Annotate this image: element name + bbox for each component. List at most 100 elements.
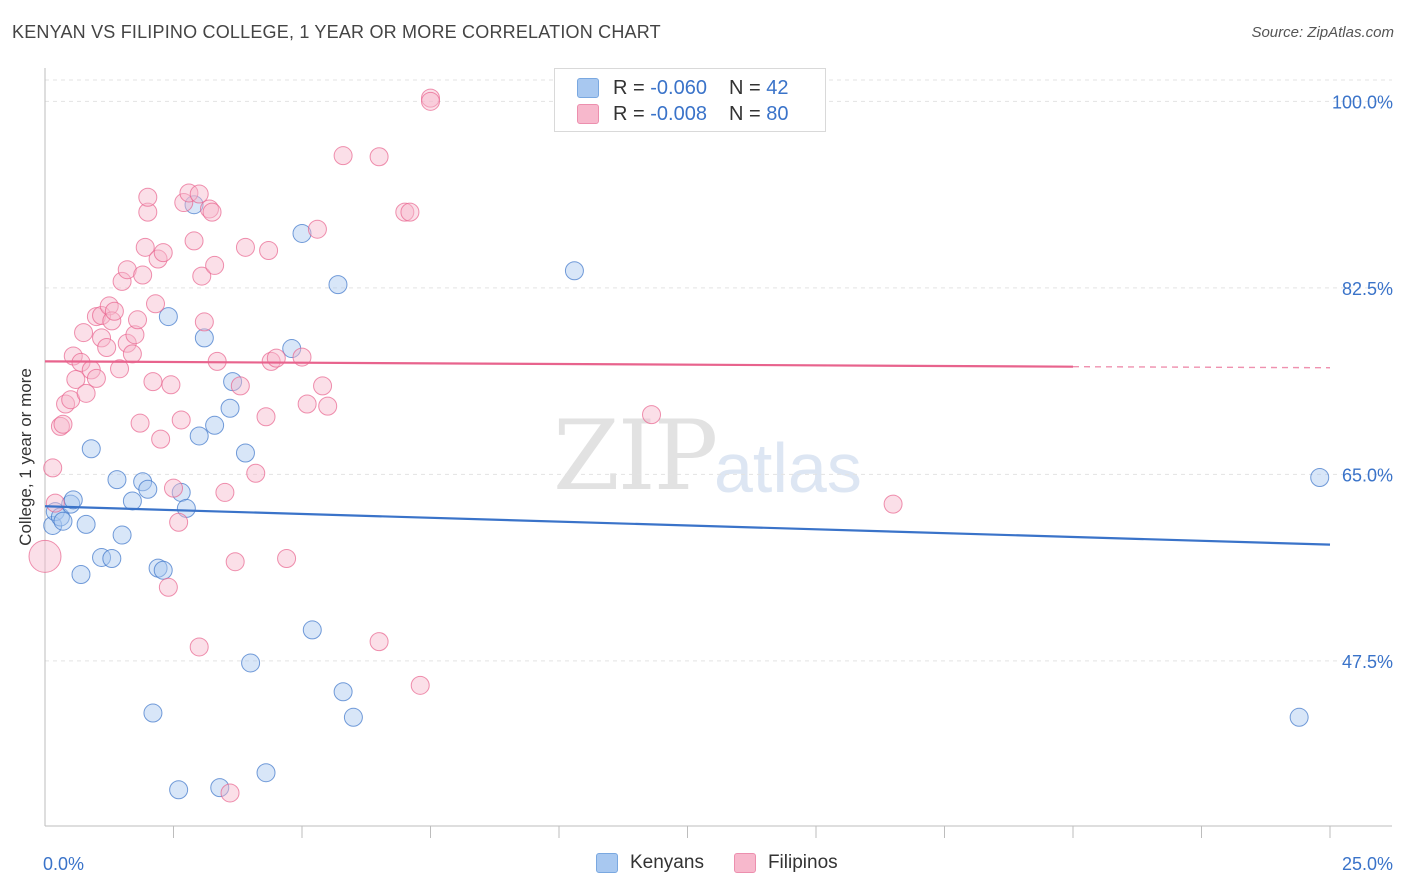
kenyans-point [81, 439, 101, 459]
kenyans-point [153, 560, 173, 580]
filipinos-point [151, 429, 171, 449]
kenyans-point [71, 564, 91, 584]
legend-swatch-kenyans [577, 78, 599, 98]
legend-r-value: -0.008 [650, 102, 707, 125]
filipinos-point [125, 325, 145, 345]
kenyans-point [235, 443, 255, 463]
kenyans-point [256, 763, 276, 783]
kenyans-point [343, 707, 363, 727]
chart-title: KENYAN VS FILIPINO COLLEGE, 1 YEAR OR MO… [12, 22, 661, 42]
filipinos-point [117, 260, 137, 280]
filipinos-point [189, 184, 209, 204]
filipinos-point [256, 407, 276, 427]
kenyans-point [241, 653, 261, 673]
filipinos-point [143, 372, 163, 392]
filipinos-point [642, 405, 662, 425]
filipinos-point [199, 199, 219, 219]
legend-r-value: -0.060 [650, 76, 707, 99]
filipinos-point [259, 241, 279, 261]
filipinos-point [215, 482, 235, 502]
filipinos-point [395, 202, 415, 222]
filipinos-point [400, 202, 420, 222]
legend-swatch-filipinos [577, 104, 599, 124]
y-tick-label: 82.5% [1342, 279, 1393, 299]
filipinos-point [138, 202, 158, 222]
kenyans-point [158, 307, 178, 327]
kenyans-point [76, 514, 96, 534]
kenyans-point [1289, 707, 1309, 727]
filipinos-point [261, 351, 281, 371]
filipinos-point [230, 376, 250, 396]
filipinos-point [184, 231, 204, 251]
kenyans-point [205, 415, 225, 435]
filipinos-point [202, 202, 222, 222]
filipinos-point [235, 237, 255, 257]
legend-row-filipinos: R = -0.008 N = 80 [577, 101, 788, 127]
y-tick-label: 100.0% [1332, 92, 1393, 112]
kenyans-point [92, 547, 112, 567]
kenyans-label: Kenyans [630, 852, 704, 873]
legend-n-label: N = [728, 102, 767, 125]
legend-r-label: R = [613, 102, 651, 125]
series-legend-kenyans[interactable]: Kenyans [596, 852, 704, 874]
kenyans-point [143, 703, 163, 723]
filipinos-point [66, 369, 86, 389]
filipinos-point [318, 396, 338, 416]
filipinos-trend-line-dashed [1072, 365, 1331, 369]
filipinos-point [50, 416, 70, 436]
kenyans-point [138, 479, 158, 499]
y-tick-label: 65.0% [1342, 465, 1393, 485]
stats-legend: R = -0.060 N = 42 R = -0.008 N = 80 [554, 68, 826, 132]
kenyans-point [63, 490, 83, 510]
legend-n-label: N = [728, 76, 767, 99]
filipinos-point [369, 147, 389, 167]
filipinos-point [99, 296, 119, 316]
kenyans-point [292, 223, 312, 243]
filipinos-label: Filipinos [767, 852, 838, 873]
filipinos-point [97, 337, 117, 357]
filipinos-swatch [733, 853, 756, 873]
y-tick-label: 47.5% [1342, 652, 1393, 672]
filipinos-point [104, 301, 124, 321]
filipinos-point [138, 187, 158, 207]
filipinos-point [110, 359, 130, 379]
filipinos-point [112, 271, 132, 291]
kenyans-point [210, 778, 230, 798]
filipinos-point [92, 328, 112, 348]
filipinos-point [189, 637, 209, 657]
filipinos-point [169, 512, 189, 532]
x-tick-label-min: 0.0% [43, 854, 84, 874]
kenyans-point [53, 511, 73, 531]
kenyans-swatch [596, 853, 618, 873]
filipinos-point [369, 632, 389, 652]
filipinos-point [92, 306, 112, 326]
kenyans-point [107, 470, 127, 490]
filipinos-point [130, 413, 150, 433]
filipinos-point [53, 414, 73, 434]
series-legend-filipinos[interactable]: Filipinos [733, 852, 838, 874]
filipinos-point [333, 146, 353, 166]
filipinos-point [43, 458, 63, 478]
filipinos-point [76, 383, 96, 403]
filipinos-point [313, 376, 333, 396]
filipinos-point [164, 478, 183, 498]
filipinos-point [86, 368, 106, 388]
filipinos-point [74, 323, 94, 343]
kenyans-point [564, 261, 584, 281]
kenyans-point [112, 525, 132, 545]
legend-row-kenyans: R = -0.060 N = 42 [577, 75, 788, 101]
kenyans-point [102, 549, 122, 569]
kenyans-point [122, 491, 142, 511]
filipinos-point [205, 255, 225, 275]
filipinos-point [225, 552, 245, 572]
filipinos-point [158, 577, 178, 597]
filipinos-point [135, 237, 155, 257]
filipinos-point [883, 494, 903, 514]
filipinos-point [133, 265, 153, 285]
filipinos-point [148, 249, 168, 269]
filipinos-point [153, 243, 173, 263]
filipinos-trend-line [44, 360, 1074, 368]
series-legend: Kenyans Filipinos [596, 852, 868, 874]
filipinos-point [192, 266, 212, 286]
